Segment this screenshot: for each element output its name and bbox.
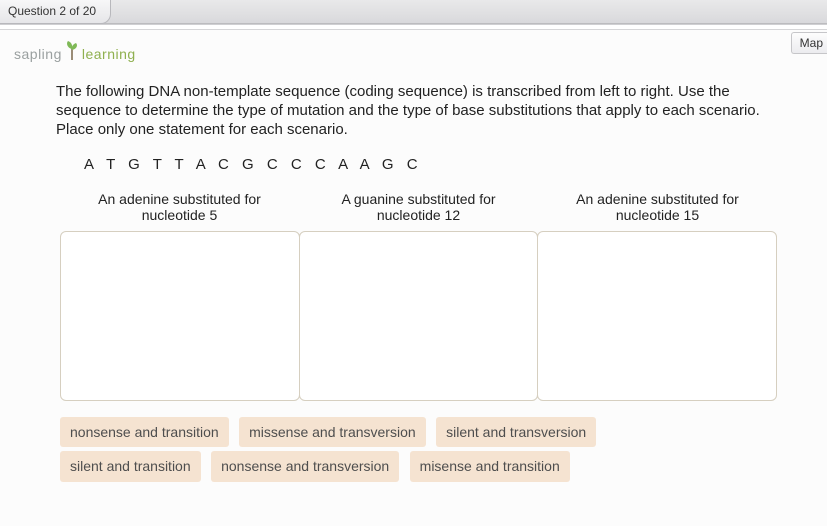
map-button-label: Map bbox=[800, 36, 823, 50]
dropzone-1[interactable] bbox=[60, 231, 300, 401]
question-prompt: The following DNA non-template sequence … bbox=[56, 82, 777, 140]
scenario-1-line1: An adenine substituted for bbox=[98, 191, 261, 207]
chip-nonsense-transversion[interactable]: nonsense and transversion bbox=[211, 451, 399, 482]
title-bar: Question 2 of 20 bbox=[0, 0, 827, 24]
dna-sequence: A T G T T A C G C C C A A G C bbox=[84, 156, 777, 173]
dropzone-2[interactable] bbox=[299, 231, 539, 401]
map-button[interactable]: Map bbox=[791, 32, 827, 54]
scenario-2-line2: nucleotide 12 bbox=[377, 207, 460, 223]
chip-nonsense-transition[interactable]: nonsense and transition bbox=[60, 417, 229, 448]
scenario-col-1: An adenine substituted for nucleotide 5 bbox=[60, 191, 299, 231]
scenario-col-3: An adenine substituted for nucleotide 15 bbox=[538, 191, 777, 231]
chip-missense-transversion[interactable]: missense and transversion bbox=[239, 417, 426, 448]
dropzone-row bbox=[60, 231, 777, 401]
chip-silent-transversion[interactable]: silent and transversion bbox=[436, 417, 596, 448]
scenario-headers: An adenine substituted for nucleotide 5 … bbox=[60, 191, 777, 231]
question-counter-tab: Question 2 of 20 bbox=[0, 0, 111, 24]
scenario-col-2: A guanine substituted for nucleotide 12 bbox=[299, 191, 538, 231]
question-content: The following DNA non-template sequence … bbox=[0, 78, 827, 484]
brand-word-1: sapling bbox=[14, 46, 62, 62]
chip-silent-transition[interactable]: silent and transition bbox=[60, 451, 201, 482]
brand-word-2: learning bbox=[82, 46, 136, 62]
scenario-3-line2: nucleotide 15 bbox=[616, 207, 699, 223]
dropzone-3[interactable] bbox=[537, 231, 777, 401]
scenario-3-line1: An adenine substituted for bbox=[576, 191, 739, 207]
question-counter-text: Question 2 of 20 bbox=[8, 4, 96, 18]
scenario-2-line1: A guanine substituted for bbox=[341, 191, 495, 207]
scenario-1-line2: nucleotide 5 bbox=[142, 207, 218, 223]
brand-logo: sapling learning bbox=[0, 30, 827, 78]
chip-misense-transition[interactable]: misense and transition bbox=[410, 451, 570, 482]
leaf-icon bbox=[63, 40, 81, 60]
answer-bank: nonsense and transition missense and tra… bbox=[60, 415, 777, 484]
